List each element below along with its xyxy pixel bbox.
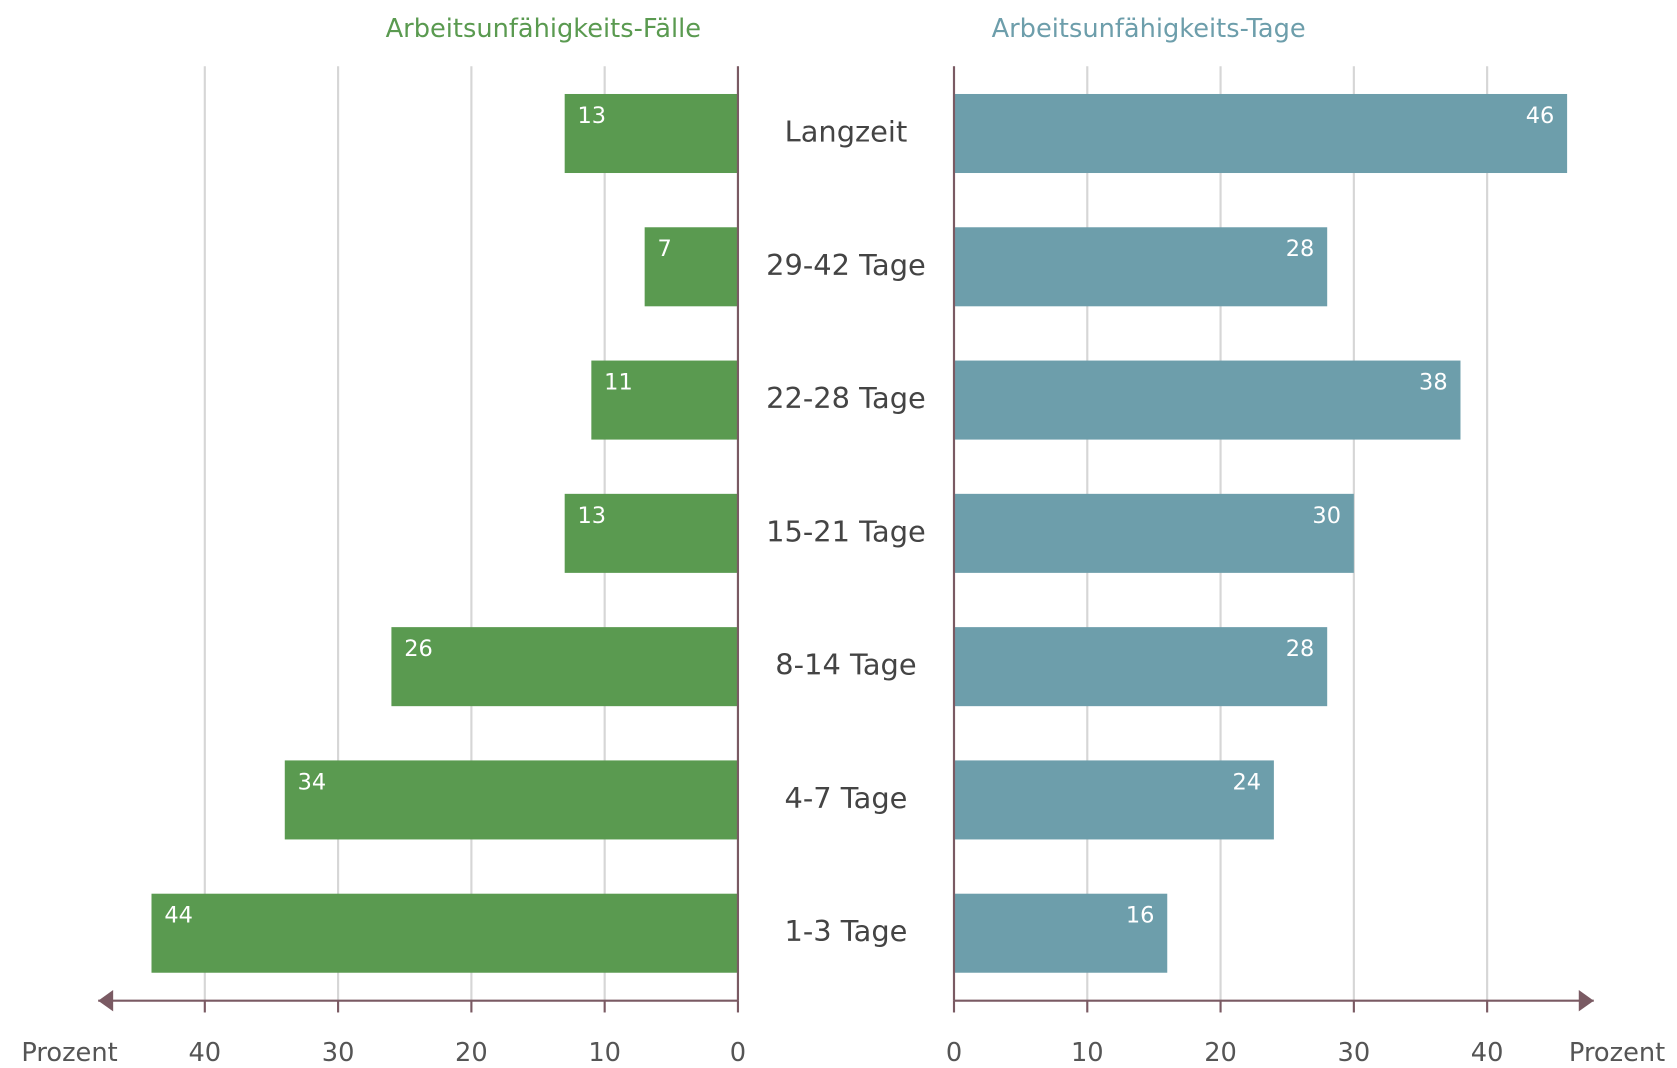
value-label: 16 [1126,903,1155,929]
value-label: 11 [604,369,633,395]
x-tick-label: 20 [1204,1038,1237,1068]
value-label: 13 [578,503,607,529]
panel-title: Arbeitsunfähigkeits-Fälle [386,14,701,44]
category-label: Langzeit [785,115,908,149]
x-tick-label: 30 [322,1038,355,1068]
bar [953,227,1328,307]
bar [644,227,738,307]
bar [953,360,1461,440]
plot: Arbeitsunfähigkeits-Fälle 0 10 20 30 40 13 7 11 1… [21,14,1665,1068]
x-tick-label: 0 [946,1038,962,1068]
bar [151,893,738,973]
panel-title: Arbeitsunfähigkeits-Tage [992,14,1306,44]
value-label: 24 [1232,769,1261,795]
bar [953,93,1568,174]
value-label: 38 [1419,369,1448,395]
axis-arrow [98,990,114,1012]
value-label: 30 [1312,503,1341,529]
x-tick-label: 0 [730,1038,746,1068]
x-tick-label: 30 [1338,1038,1371,1068]
axis-label: Prozent [21,1038,117,1068]
axis-arrow [1578,990,1594,1012]
value-label: 28 [1286,636,1315,662]
axis-label: Prozent [1569,1038,1665,1068]
x-tick-label: 20 [455,1038,488,1068]
bar [564,93,738,174]
x-tick-label: 40 [1471,1038,1504,1068]
value-label: 7 [657,236,671,262]
bar [564,493,738,573]
category-label: 15-21 Tage [766,514,926,548]
value-label: 28 [1286,236,1315,262]
value-label: 44 [164,903,193,929]
bar [953,893,1168,973]
value-label: 46 [1526,103,1555,129]
bar [284,760,738,840]
category-label: 1-3 Tage [785,914,908,948]
x-tick-label: 10 [1071,1038,1104,1068]
category-label: 4-7 Tage [785,781,908,815]
x-tick-label: 40 [188,1038,221,1068]
bar [953,627,1328,707]
value-label: 34 [298,769,327,795]
value-label: 26 [404,636,433,662]
bar [953,493,1354,573]
bar [391,627,738,707]
value-label: 13 [578,103,607,129]
bar [591,360,738,440]
x-tick-label: 10 [588,1038,621,1068]
category-label: 8-14 Tage [775,648,916,682]
category-label: 29-42 Tage [766,248,926,282]
bar [953,760,1274,840]
category-label: 22-28 Tage [766,381,926,415]
